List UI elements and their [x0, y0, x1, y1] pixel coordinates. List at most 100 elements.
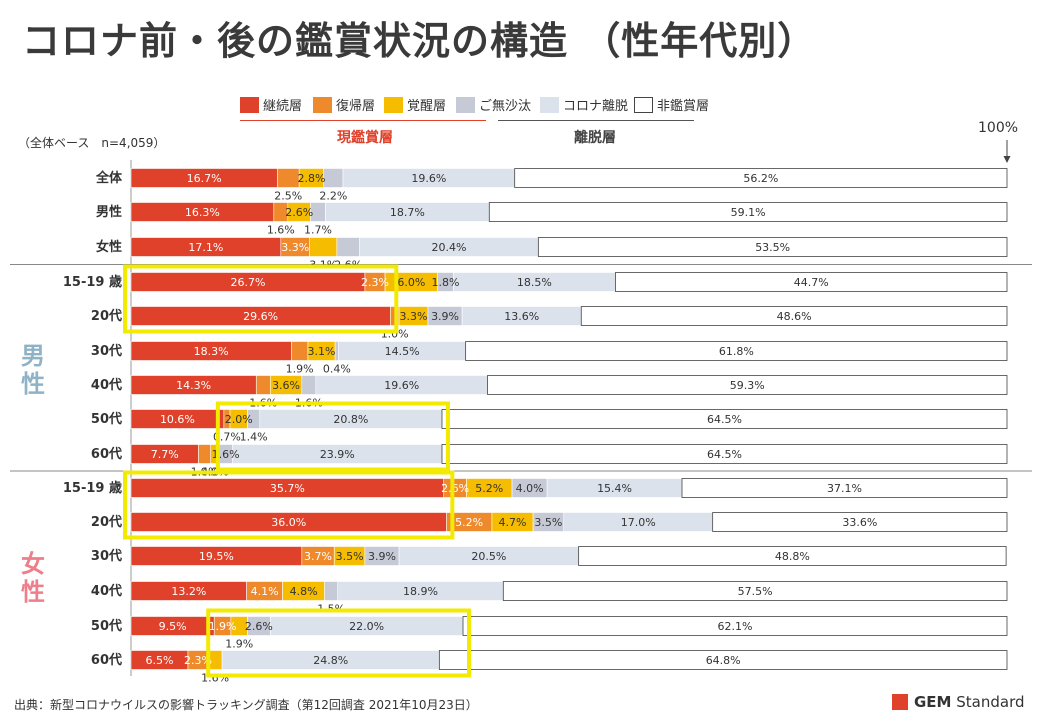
bar-segment — [615, 272, 1008, 292]
data-label: 5.2% — [455, 516, 483, 529]
data-label: 23.9% — [320, 448, 355, 461]
data-label: 3.1% — [308, 345, 336, 358]
legend-item: コロナ離脱 — [540, 95, 628, 114]
data-label: 19.6% — [411, 172, 446, 185]
data-label: 0.7% — [213, 431, 241, 444]
category-label: 30代 — [91, 548, 122, 564]
source-note: 出典：新型コロナウイルスの影響トラッキング調査（第12回調査 2021年10月2… — [14, 698, 478, 712]
legend-item: 復帰層 — [313, 95, 375, 114]
group-line-departed — [498, 120, 694, 121]
logo-square-icon — [892, 694, 908, 710]
data-label: 7.7% — [151, 448, 179, 461]
data-label: 2.0% — [225, 413, 253, 426]
legend-swatch — [634, 96, 653, 113]
category-label: 60代 — [91, 446, 122, 462]
legend-label: コロナ離脱 — [563, 99, 629, 114]
category-label: 40代 — [91, 583, 122, 599]
data-label: 48.6% — [777, 310, 812, 323]
data-label: 22.0% — [349, 620, 384, 633]
bar-segment — [324, 581, 339, 601]
base-note: （全体ベース n=4,059） — [18, 136, 166, 150]
bar-segment — [441, 409, 1008, 429]
data-label: 4.0% — [516, 482, 544, 495]
data-label: 5.2% — [475, 482, 503, 495]
data-label: 24.8% — [313, 654, 348, 667]
data-label: 18.5% — [517, 276, 552, 289]
data-label: 48.8% — [775, 550, 810, 563]
data-label: 56.2% — [743, 172, 778, 185]
data-label: 9.5% — [159, 620, 187, 633]
data-label: 37.1% — [827, 482, 862, 495]
highlight-box — [215, 401, 450, 472]
data-label: 1.8% — [432, 276, 460, 289]
data-label: 57.5% — [738, 585, 773, 598]
data-label: 1.9% — [209, 620, 237, 633]
gem-standard-logo: GEM Standard — [892, 693, 1025, 711]
bar-segment — [462, 616, 1008, 636]
data-label: 18.3% — [194, 345, 229, 358]
data-label: 2.6% — [441, 482, 469, 495]
data-label: 3.5% — [336, 550, 364, 563]
legend-label: 復帰層 — [336, 99, 376, 114]
bar-segment — [438, 650, 1008, 670]
bar-segment — [276, 168, 300, 188]
highlight-box — [206, 608, 472, 678]
data-label: 18.9% — [403, 585, 438, 598]
data-label: 14.3% — [176, 379, 211, 392]
data-label: 16.3% — [185, 206, 220, 219]
legend-label: 継続層 — [263, 99, 303, 114]
data-label: 19.5% — [199, 550, 234, 563]
legend-label: ご無沙汰 — [479, 99, 532, 114]
data-label: 20.4% — [432, 241, 467, 254]
category-label: 15-19 歳 — [63, 480, 122, 496]
bar-segment — [309, 237, 338, 257]
data-label: 3.3% — [400, 310, 428, 323]
bar-segment — [514, 168, 1008, 188]
chart-title: コロナ前・後の鑑賞状況の構造 （性年代別） — [22, 19, 817, 63]
legend: 継続層 復帰層 覚醒層 ご無沙汰 コロナ離脱 非鑑賞層 — [240, 93, 800, 117]
data-label: 1.6% — [267, 224, 295, 237]
category-label: 20代 — [91, 514, 122, 530]
bar-segment — [301, 375, 317, 395]
bar-segment — [334, 341, 339, 361]
data-label: 3.7% — [304, 550, 332, 563]
data-label: 59.1% — [731, 206, 766, 219]
bar-segment — [323, 168, 344, 188]
data-label: 20.5% — [471, 550, 506, 563]
data-label: 53.5% — [755, 241, 790, 254]
data-label: 2.5% — [274, 190, 302, 203]
hundred-percent-label: 100% — [978, 120, 1019, 136]
legend-swatch — [384, 96, 403, 113]
data-label: 62.1% — [718, 620, 753, 633]
category-label: 女性 — [96, 239, 122, 255]
data-label: 1.9% — [225, 638, 253, 651]
data-label: 18.7% — [390, 206, 425, 219]
data-label: 1.7% — [304, 224, 332, 237]
data-label: 44.7% — [794, 276, 829, 289]
bar-segment — [441, 444, 1008, 464]
data-label: 2.2% — [319, 190, 347, 203]
data-label: 33.6% — [842, 516, 877, 529]
data-label: 3.9% — [368, 550, 396, 563]
category-label: 15-19 歳 — [63, 274, 122, 290]
category-label: 20代 — [91, 308, 122, 324]
data-label: 3.6% — [272, 379, 300, 392]
legend-swatch — [240, 96, 259, 113]
category-label: 50代 — [91, 411, 122, 427]
data-label: 2.6% — [245, 620, 273, 633]
bar-segment — [580, 306, 1008, 326]
data-label: 4.1% — [251, 585, 279, 598]
data-label: 3.9% — [431, 310, 459, 323]
data-label: 13.2% — [171, 585, 206, 598]
bar-segment — [465, 341, 1008, 361]
data-label: 29.6% — [243, 310, 278, 323]
gender-label-female: 女性 — [21, 550, 45, 606]
data-label: 2.6% — [285, 206, 313, 219]
data-label: 6.0% — [397, 276, 425, 289]
bar-segment — [578, 546, 1007, 566]
data-label: 13.6% — [504, 310, 539, 323]
bar-segment — [198, 444, 212, 464]
highlight-box — [123, 264, 399, 334]
logo-word: Standard — [956, 693, 1025, 711]
